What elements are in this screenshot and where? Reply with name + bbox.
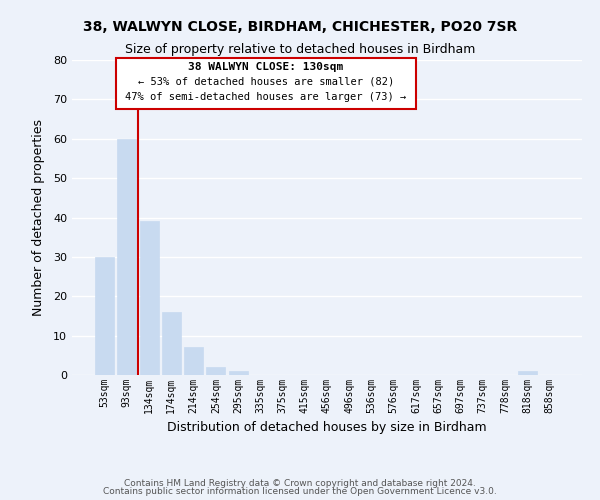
Text: ← 53% of detached houses are smaller (82): ← 53% of detached houses are smaller (82… bbox=[138, 76, 394, 86]
Bar bbox=[118, 138, 136, 375]
Text: 38, WALWYN CLOSE, BIRDHAM, CHICHESTER, PO20 7SR: 38, WALWYN CLOSE, BIRDHAM, CHICHESTER, P… bbox=[83, 20, 517, 34]
Y-axis label: Number of detached properties: Number of detached properties bbox=[32, 119, 44, 316]
Text: Size of property relative to detached houses in Birdham: Size of property relative to detached ho… bbox=[125, 42, 475, 56]
Text: Contains public sector information licensed under the Open Government Licence v3: Contains public sector information licen… bbox=[103, 487, 497, 496]
Text: 38 WALWYN CLOSE: 130sqm: 38 WALWYN CLOSE: 130sqm bbox=[188, 62, 343, 72]
X-axis label: Distribution of detached houses by size in Birdham: Distribution of detached houses by size … bbox=[167, 422, 487, 434]
Bar bbox=[95, 257, 114, 375]
Bar bbox=[140, 222, 158, 375]
Bar bbox=[518, 371, 536, 375]
FancyBboxPatch shape bbox=[116, 58, 416, 109]
Text: 47% of semi-detached houses are larger (73) →: 47% of semi-detached houses are larger (… bbox=[125, 92, 406, 102]
Bar bbox=[184, 348, 203, 375]
Text: Contains HM Land Registry data © Crown copyright and database right 2024.: Contains HM Land Registry data © Crown c… bbox=[124, 478, 476, 488]
Bar bbox=[229, 371, 248, 375]
Bar bbox=[206, 367, 225, 375]
Bar bbox=[162, 312, 181, 375]
